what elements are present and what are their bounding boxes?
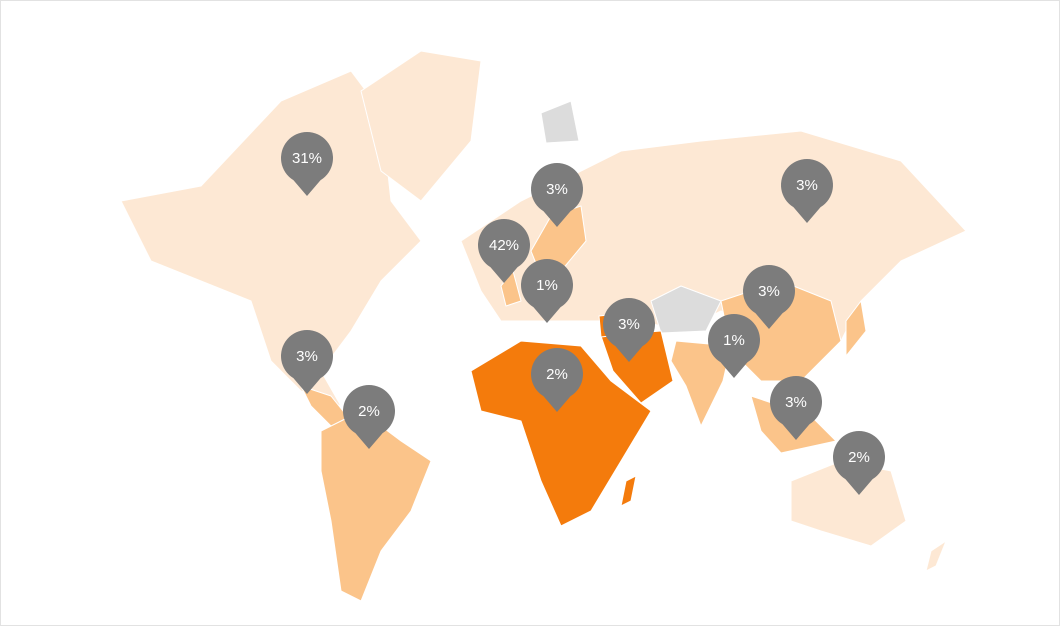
map-pin-marker-icon xyxy=(477,219,530,283)
map-pin[interactable]: 3% xyxy=(770,376,823,440)
map-pin-marker-icon xyxy=(603,298,655,362)
region-north-america[interactable] xyxy=(120,70,422,407)
map-pin-marker-icon xyxy=(708,314,760,378)
region-central-asia[interactable] xyxy=(650,285,722,334)
pins-layer: 31% 3% 3% 42% 1% 3% 3% 1% 3% 2% 2% 3% 2% xyxy=(281,132,885,495)
map-pin[interactable]: 3% xyxy=(603,298,655,362)
map-pin[interactable]: 2% xyxy=(343,385,396,449)
map-pin-label: 2% xyxy=(358,403,380,420)
region-greenland[interactable] xyxy=(360,50,482,202)
map-pin-marker-icon xyxy=(833,431,885,495)
map-pin-label: 3% xyxy=(796,177,818,194)
regions-layer xyxy=(120,50,967,602)
map-pin-marker-icon xyxy=(531,163,583,227)
map-pin-marker-icon xyxy=(343,385,396,449)
region-japan[interactable] xyxy=(845,300,867,357)
map-pin-label: 1% xyxy=(536,277,558,294)
map-pin-marker-icon xyxy=(281,132,334,196)
map-pin[interactable]: 2% xyxy=(833,431,885,495)
region-south-america[interactable] xyxy=(320,410,432,602)
map-pin[interactable]: 3% xyxy=(743,265,796,329)
map-pin-marker-icon xyxy=(743,265,796,329)
region-new-zealand[interactable] xyxy=(925,540,947,572)
map-pin-label: 31% xyxy=(292,150,322,167)
map-pin[interactable]: 2% xyxy=(531,348,583,412)
map-pin-label: 42% xyxy=(489,237,519,254)
map-pin-label: 3% xyxy=(758,283,780,300)
map-pin-marker-icon xyxy=(770,376,823,440)
region-madagascar[interactable] xyxy=(620,475,637,507)
map-pin-marker-icon xyxy=(521,259,573,323)
map-pin-marker-icon xyxy=(781,159,834,223)
map-pin[interactable]: 3% xyxy=(781,159,834,223)
map-pin[interactable]: 3% xyxy=(281,330,333,394)
map-pin-label: 2% xyxy=(546,366,568,383)
map-pin-label: 3% xyxy=(785,394,807,411)
map-pin[interactable]: 42% xyxy=(477,219,530,283)
map-pin[interactable]: 31% xyxy=(281,132,334,196)
map-pin[interactable]: 1% xyxy=(708,314,760,378)
region-svalbard[interactable] xyxy=(540,100,580,144)
map-pin-marker-icon xyxy=(281,330,333,394)
map-pin-label: 3% xyxy=(618,316,640,333)
map-pin-marker-icon xyxy=(531,348,583,412)
map-pin-label: 1% xyxy=(723,332,745,349)
region-africa[interactable] xyxy=(470,340,652,527)
map-pin[interactable]: 1% xyxy=(521,259,573,323)
map-pin-label: 3% xyxy=(546,181,568,198)
map-pin[interactable]: 3% xyxy=(531,163,583,227)
map-pin-label: 3% xyxy=(296,348,318,365)
map-pin-label: 2% xyxy=(848,449,870,466)
